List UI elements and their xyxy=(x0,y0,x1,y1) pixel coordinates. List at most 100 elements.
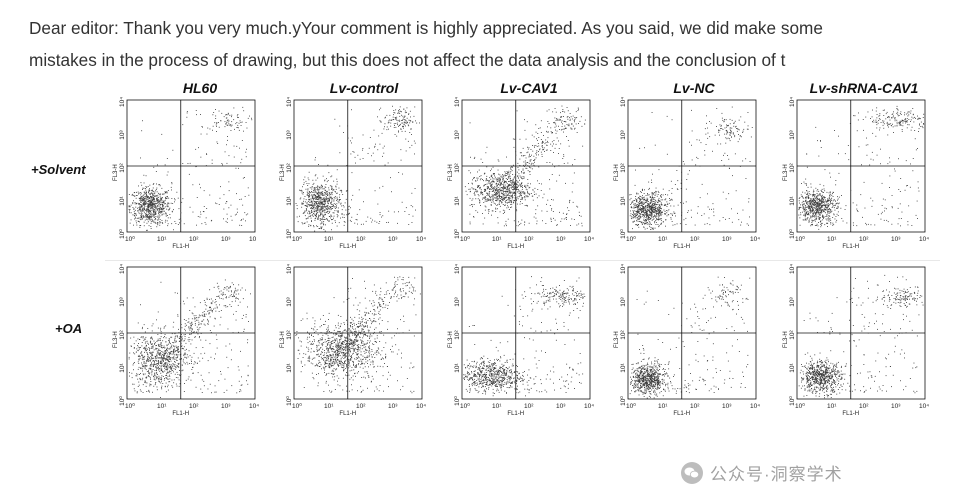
event-dot xyxy=(486,201,487,202)
event-dot xyxy=(500,206,501,207)
event-dot xyxy=(542,220,543,221)
event-dot xyxy=(158,219,159,220)
event-dot xyxy=(542,156,543,157)
event-dot xyxy=(172,183,173,184)
event-dot xyxy=(826,201,827,202)
event-dot xyxy=(385,123,386,124)
event-dot xyxy=(507,183,508,184)
event-dot xyxy=(665,199,666,200)
event-dot xyxy=(731,137,732,138)
event-dot xyxy=(888,127,889,128)
event-dot xyxy=(576,206,577,207)
event-dot xyxy=(472,179,473,180)
event-dot xyxy=(325,210,326,211)
event-dot xyxy=(655,200,656,201)
event-dot xyxy=(546,204,547,205)
event-dot xyxy=(229,190,230,191)
event-dot xyxy=(535,209,536,210)
event-dot xyxy=(815,212,816,213)
event-dot xyxy=(726,138,727,139)
event-dot xyxy=(309,211,310,212)
event-dot xyxy=(633,217,634,218)
event-dot xyxy=(409,122,410,123)
event-dot xyxy=(877,121,878,122)
event-dot xyxy=(313,225,314,226)
event-dot xyxy=(733,133,734,134)
event-dot xyxy=(575,128,576,129)
event-dot xyxy=(573,116,574,117)
event-dot xyxy=(189,174,190,175)
event-dot xyxy=(477,172,478,173)
event-dot xyxy=(644,217,645,218)
event-dot xyxy=(166,209,167,210)
event-dot xyxy=(314,204,315,205)
event-dot xyxy=(902,120,903,121)
event-dot xyxy=(896,120,897,121)
event-dot xyxy=(338,208,339,209)
event-dot xyxy=(577,132,578,133)
event-dot xyxy=(533,163,534,164)
event-dot xyxy=(186,117,187,118)
event-dot xyxy=(129,211,130,212)
event-dot xyxy=(815,213,816,214)
event-dot xyxy=(544,147,545,148)
event-dot xyxy=(510,173,511,174)
event-dot xyxy=(481,175,482,176)
event-dot xyxy=(647,213,648,214)
event-dot xyxy=(160,196,161,197)
event-dot xyxy=(322,210,323,211)
event-dot xyxy=(477,180,478,181)
event-dot xyxy=(129,205,130,206)
event-dot xyxy=(812,211,813,212)
event-dot xyxy=(839,197,840,198)
event-dot xyxy=(146,196,147,197)
event-dot xyxy=(907,116,908,117)
event-dot xyxy=(887,125,888,126)
event-dot xyxy=(547,200,548,201)
event-dot xyxy=(508,207,509,208)
event-dot xyxy=(838,203,839,204)
event-dot xyxy=(809,214,810,215)
event-dot xyxy=(642,224,643,225)
event-dot xyxy=(651,224,652,225)
event-dot xyxy=(484,197,485,198)
event-dot xyxy=(917,116,918,117)
event-dot xyxy=(528,149,529,150)
event-dot xyxy=(923,123,924,124)
event-dot xyxy=(158,193,159,194)
event-dot xyxy=(148,192,149,193)
event-dot xyxy=(331,209,332,210)
event-dot xyxy=(857,210,858,211)
event-dot xyxy=(876,107,877,108)
event-dot xyxy=(167,220,168,221)
event-dot xyxy=(162,214,163,215)
event-dot xyxy=(821,197,822,198)
event-dot xyxy=(827,200,828,201)
event-dot xyxy=(519,185,520,186)
event-dot xyxy=(826,207,827,208)
event-dot xyxy=(503,183,504,184)
event-dot xyxy=(728,193,729,194)
event-dot xyxy=(144,209,145,210)
event-dot xyxy=(309,191,310,192)
event-dot xyxy=(163,208,164,209)
event-dot xyxy=(661,204,662,205)
event-dot xyxy=(879,113,880,114)
event-dot xyxy=(497,193,498,194)
event-dot xyxy=(482,194,483,195)
event-dot xyxy=(704,224,705,225)
event-dot xyxy=(524,186,525,187)
event-dot xyxy=(814,194,815,195)
event-dot xyxy=(510,204,511,205)
event-dot xyxy=(316,203,317,204)
event-dot xyxy=(496,193,497,194)
event-dot xyxy=(308,204,309,205)
event-dot xyxy=(494,181,495,182)
event-dot xyxy=(630,211,631,212)
event-dot xyxy=(644,202,645,203)
event-dot xyxy=(345,202,346,203)
event-dot xyxy=(322,211,323,212)
event-dot xyxy=(351,143,352,144)
event-dot xyxy=(402,131,403,132)
event-dot xyxy=(553,200,554,201)
